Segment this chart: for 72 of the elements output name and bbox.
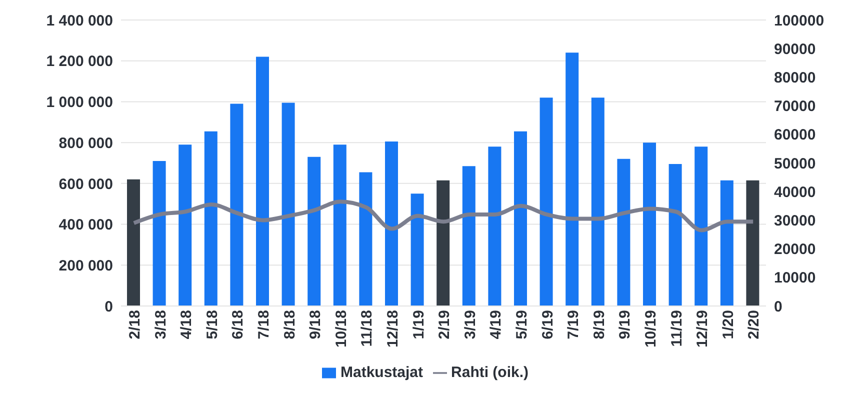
x-tick-label: 2/18 [126, 310, 144, 340]
x-tick-label: 10/19 [642, 310, 660, 348]
bar [668, 164, 682, 306]
y-tick-label: 800 000 [58, 134, 113, 152]
bar [514, 131, 527, 306]
x-tick-label: 3/18 [152, 310, 170, 340]
bar [694, 146, 708, 306]
x-tick-label: 7/18 [256, 310, 273, 340]
bar [230, 104, 244, 306]
x-tick-label: 5/19 [514, 310, 531, 340]
y-tick-label: 1 200 000 [46, 53, 113, 70]
bar [127, 179, 140, 306]
bar [333, 144, 346, 306]
bar [410, 194, 424, 306]
y2-tick-label: 20000 [774, 241, 816, 258]
bar [566, 52, 579, 306]
x-tick-label: 6/18 [230, 310, 247, 340]
y2-tick-label: 90000 [774, 40, 816, 58]
legend-label: Rahti (oik.) [451, 364, 529, 381]
x-tick-label: 4/19 [488, 310, 505, 340]
bar [178, 144, 192, 306]
bar [591, 98, 604, 306]
bar [488, 146, 502, 306]
bar [643, 142, 656, 306]
y-tick-label: 600 000 [58, 176, 113, 193]
bar [308, 156, 321, 306]
bar [746, 180, 760, 306]
x-tick-label: 10/18 [332, 310, 350, 348]
bar [436, 180, 450, 306]
y2-tick-label: 30000 [774, 212, 816, 230]
y2-tick-label: 100000 [774, 12, 824, 30]
bar [204, 131, 218, 306]
y-tick-label: 400 000 [58, 216, 113, 234]
x-tick-label: 7/19 [565, 310, 582, 340]
x-tick-label: 9/18 [307, 310, 324, 340]
x-tick-label: 12/19 [694, 310, 712, 348]
line-series [132, 200, 756, 232]
x-tick-label: 5/18 [204, 310, 221, 340]
x-tick-label: 8/18 [281, 310, 298, 340]
y2-tick-label: 80000 [774, 70, 816, 87]
x-tick-label: 8/19 [590, 310, 608, 340]
x-tick-label: 2/19 [436, 310, 454, 340]
x-tick-label: 3/19 [462, 310, 479, 340]
y2-tick-label: 50000 [774, 155, 816, 172]
legend-label: Matkustajat [340, 364, 424, 381]
bar [385, 142, 398, 306]
bar [617, 158, 630, 306]
bar [540, 98, 553, 306]
x-tick-label: 2/20 [746, 310, 763, 340]
bar [462, 166, 476, 306]
x-tick-label: 11/19 [668, 310, 686, 347]
x-tick-label: 11/18 [358, 310, 376, 347]
x-tick-label: 4/18 [178, 310, 196, 340]
y2-tick-label: 10000 [774, 270, 816, 287]
x-tick-label: 6/19 [539, 310, 556, 340]
x-tick-label: 12/18 [384, 310, 402, 348]
x-tick-label: 1/20 [720, 310, 737, 340]
y-tick-label: 0 [104, 298, 113, 316]
bar [282, 102, 295, 306]
y2-tick-label: 60000 [774, 126, 816, 144]
bar [152, 160, 166, 306]
y2-tick-label: 70000 [774, 98, 816, 116]
bar [359, 172, 372, 306]
x-tick-label: 1/19 [410, 310, 428, 340]
y-tick-label: 200 000 [58, 257, 113, 274]
x-tick-label: 9/19 [616, 310, 634, 340]
y2-tick-label: 40000 [774, 184, 816, 201]
y2-tick-label: 0 [774, 298, 782, 316]
bar [720, 180, 734, 306]
y-tick-label: 1 400 000 [46, 12, 113, 30]
bar [256, 56, 269, 306]
y-tick-label: 1 000 000 [46, 94, 113, 112]
